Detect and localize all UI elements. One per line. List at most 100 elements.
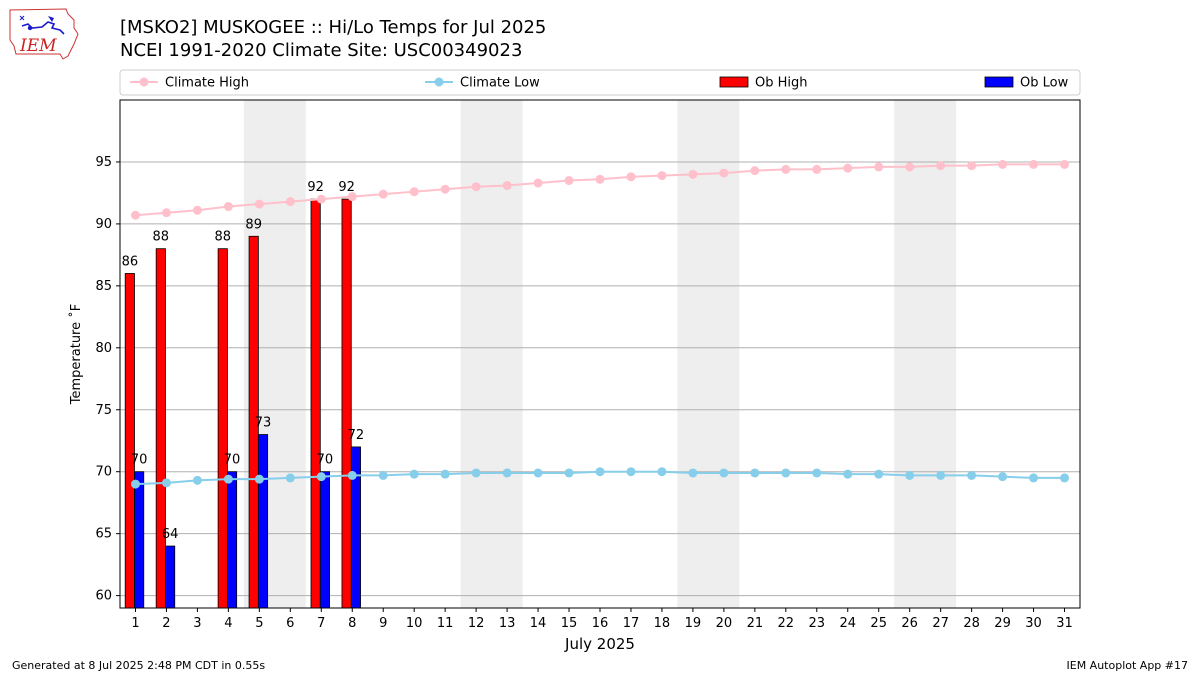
- y-tick-label: 70: [95, 465, 112, 480]
- y-tick-label: 95: [95, 155, 112, 170]
- climate-high-point: [440, 184, 450, 194]
- x-tick-label: 9: [379, 616, 387, 631]
- x-tick-label: 26: [901, 616, 918, 631]
- climate-high-point: [905, 162, 915, 172]
- climate-low-point: [626, 467, 636, 477]
- ob-low-bar-label: 70: [317, 453, 334, 468]
- climate-high-point: [626, 172, 636, 182]
- y-tick-label: 60: [95, 589, 112, 604]
- climate-low-point: [285, 473, 295, 483]
- weekend-band: [894, 100, 957, 608]
- x-tick-label: 29: [994, 616, 1011, 631]
- x-tick-label: 7: [317, 616, 325, 631]
- x-tick-label: 3: [193, 616, 201, 631]
- y-tick-label: 75: [95, 403, 112, 418]
- climate-high-point: [130, 210, 140, 220]
- ob-high-bar: [310, 198, 321, 609]
- weekend-bands: [243, 100, 957, 608]
- ob-high-bar: [217, 248, 228, 609]
- climate-high-point: [192, 205, 202, 215]
- x-tick-label: 18: [654, 616, 671, 631]
- climate-high-point: [471, 182, 481, 192]
- ob-low-bar: [165, 545, 176, 609]
- bars: [124, 198, 361, 609]
- climate-low-legend-label: Climate Low: [460, 76, 540, 91]
- ob-low-bar-label: 72: [348, 428, 365, 443]
- x-tick-label: 12: [468, 616, 485, 631]
- x-tick-label: 11: [437, 616, 454, 631]
- climate-low-point: [595, 467, 605, 477]
- climate-high-point: [998, 159, 1008, 169]
- climate-high-legend-marker: [139, 77, 149, 87]
- x-tick-label: 17: [623, 616, 640, 631]
- logo-text: IEM: [19, 36, 57, 56]
- x-tick-label: 10: [406, 616, 423, 631]
- climate-high-point: [750, 166, 760, 176]
- x-tick-label: 14: [530, 616, 547, 631]
- weekend-band: [677, 100, 740, 608]
- climate-high-point: [719, 168, 729, 178]
- chart-subtitle: NCEI 1991-2020 Climate Site: USC00349023: [120, 40, 523, 61]
- climate-low-point: [316, 472, 326, 482]
- climate-low-point: [440, 469, 450, 479]
- ob-low-bar-label: 70: [131, 453, 148, 468]
- climate-low-point: [378, 470, 388, 480]
- climate-low-point: [688, 468, 698, 478]
- ob-high-bar-label: 88: [214, 230, 231, 245]
- ob-low-bar: [257, 434, 269, 609]
- climate-low-legend-marker: [434, 77, 444, 87]
- climate-high-point: [409, 187, 419, 197]
- x-tick-label: 23: [809, 616, 826, 631]
- ob-low-bar: [319, 471, 330, 609]
- climate-high-point: [564, 176, 574, 186]
- ob-high-bar: [155, 248, 166, 609]
- climate-low-point: [719, 468, 729, 478]
- ob-low-bar-label: 64: [162, 527, 179, 542]
- y-tick-label: 85: [95, 279, 112, 294]
- y-tick-label: 80: [95, 341, 112, 356]
- x-tick-label: 5: [255, 616, 263, 631]
- y-axis-label: Temperature ˚F: [68, 304, 84, 405]
- climate-low-point: [967, 470, 977, 480]
- climate-low-point: [471, 468, 481, 478]
- x-tick-label: 20: [716, 616, 733, 631]
- x-tick-label: 25: [870, 616, 887, 631]
- ob-low-bar-label: 73: [255, 416, 272, 431]
- climate-high-point: [781, 164, 791, 174]
- x-tick-label: 1: [131, 616, 139, 631]
- climate-high-point: [874, 162, 884, 172]
- ob-low-bar: [134, 471, 145, 609]
- legend-box: [119, 69, 1081, 96]
- footer-app: IEM Autoplot App #17: [1066, 659, 1189, 672]
- legend: Climate High Climate Low Ob High Ob Low: [119, 69, 1081, 96]
- climate-high-point: [812, 164, 822, 174]
- climate-low-point: [502, 468, 512, 478]
- y-tick-label: 65: [95, 527, 112, 542]
- x-tick-label: 21: [747, 616, 764, 631]
- climate-low-point: [750, 468, 760, 478]
- climate-low-point: [254, 474, 264, 484]
- climate-low-point: [843, 469, 853, 479]
- climate-high-point: [657, 171, 667, 181]
- climate-high-point: [347, 192, 357, 202]
- climate-high-legend-label: Climate High: [165, 76, 249, 91]
- ob-high-bar-label: 89: [245, 217, 262, 232]
- grid-lines: [120, 161, 1080, 597]
- y-axis: 60 65 70 75 80 85 90 95: [95, 155, 120, 604]
- climate-lines: [130, 159, 1070, 489]
- climate-low-point: [192, 475, 202, 485]
- x-tick-label: 2: [162, 616, 170, 631]
- x-tick-label: 24: [839, 616, 856, 631]
- climate-low-point: [161, 478, 171, 488]
- climate-low-point: [1029, 473, 1039, 483]
- x-tick-label: 16: [592, 616, 609, 631]
- climate-high-point: [843, 163, 853, 173]
- climate-high-point: [254, 199, 264, 209]
- climate-low-point: [130, 479, 140, 489]
- climate-low-point: [936, 470, 946, 480]
- chart-title: [MSKO2] MUSKOGEE :: Hi/Lo Temps for Jul …: [120, 17, 547, 38]
- climate-high-point: [1029, 159, 1039, 169]
- x-tick-label: 28: [963, 616, 980, 631]
- y-tick-label: 90: [95, 217, 112, 232]
